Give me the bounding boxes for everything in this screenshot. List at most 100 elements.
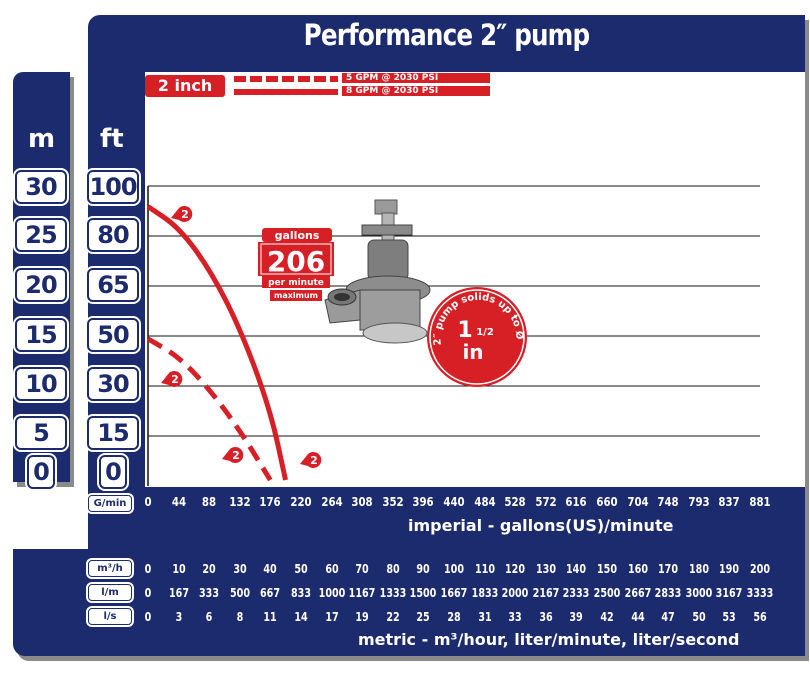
metric-cell: 20 <box>202 562 216 576</box>
metric-cell: 53 <box>722 610 737 624</box>
feet-unit-label: ft <box>100 124 124 154</box>
curve-marker-1: 2 <box>161 370 183 388</box>
metric-cell: 333 <box>199 586 220 600</box>
curve-marker-2: 2 <box>222 447 244 463</box>
x-tick-18: 793 <box>688 495 710 509</box>
metric-cell: 50 <box>294 562 308 576</box>
metric-cell: 1333 <box>379 586 407 600</box>
metric-cell: 160 <box>627 562 648 576</box>
gallons-badge-top: gallons <box>275 229 320 242</box>
metric-cell: 42 <box>600 610 614 624</box>
x-tick-9: 396 <box>412 495 435 509</box>
metric-cell: 0 <box>144 610 152 624</box>
feet-tick-3: 50 <box>87 318 139 352</box>
meter-tick-5: 5 <box>15 416 67 450</box>
metric-cell: 50 <box>692 610 706 624</box>
solids-badge-fraction: 1/2 <box>476 327 494 338</box>
metric-cell: 100 <box>443 562 465 576</box>
metric-cell: 11 <box>263 610 278 624</box>
legend-entry-dashed: 5 GPM @ 2030 PSI <box>342 73 490 83</box>
x-tick-15: 660 <box>596 495 618 509</box>
metric-cell: 167 <box>168 586 189 600</box>
metric-row-label-lm: l/m <box>88 584 132 601</box>
metric-cell: 1000 <box>318 586 345 600</box>
metric-cell: 0 <box>144 586 152 600</box>
curve-marker-label: 2 <box>171 373 179 386</box>
feet-tick-5: 15 <box>87 416 139 450</box>
metric-cell: 2500 <box>593 586 621 600</box>
metric-cell: 3167 <box>716 586 743 600</box>
x-tick-8: 352 <box>382 495 404 509</box>
x-tick-5: 220 <box>290 495 312 509</box>
metric-cell: 14 <box>294 610 308 624</box>
curve-marker-label: 2 <box>181 208 189 221</box>
metric-caption: metric - m³/hour, liter/minute, liter/se… <box>358 630 740 649</box>
meter-tick-4: 10 <box>15 367 67 401</box>
page-title: Performance 2″ pump <box>303 18 591 52</box>
metric-cell: 1500 <box>410 586 437 600</box>
x-tick-11: 484 <box>473 495 496 509</box>
solids-badge: 2″ pump solids up to Ø 1 1/2 in <box>427 287 527 387</box>
metric-cell: 2667 <box>624 586 651 600</box>
x-tick-14: 616 <box>565 495 588 509</box>
x-tick-10: 440 <box>443 495 465 509</box>
series-line-5gpm <box>146 336 273 482</box>
legend-entry-solid: 8 GPM @ 2030 PSI <box>342 86 490 96</box>
x-axis-unit-label: G/min <box>88 495 132 512</box>
metric-cell: 667 <box>260 586 281 600</box>
curve-marker-label: 2 <box>310 454 318 467</box>
metric-cell: 17 <box>324 610 339 624</box>
metric-cell: 2833 <box>654 586 682 600</box>
metric-cell: 110 <box>474 562 495 576</box>
meter-tick-6: 0 <box>27 455 55 489</box>
x-axis-caption: imperial - gallons(US)/minute <box>408 516 674 535</box>
metric-cell: 47 <box>661 610 675 624</box>
metric-cell: 0 <box>144 562 152 576</box>
meter-tick-0: 30 <box>15 170 67 204</box>
metric-cell: 190 <box>719 562 740 576</box>
x-tick-1: 44 <box>171 495 186 509</box>
feet-tick-0: 100 <box>87 170 139 204</box>
metric-cell: 2167 <box>532 586 560 600</box>
gallons-badge-note: maximum <box>274 291 318 300</box>
metric-cell: 1667 <box>440 586 468 600</box>
metric-cell: 36 <box>539 610 553 624</box>
metric-cell: 180 <box>688 562 709 576</box>
feet-tick-6: 0 <box>99 455 127 489</box>
metric-cell: 6 <box>205 610 213 624</box>
solids-badge-whole: 1 <box>457 318 472 343</box>
meters-unit-label: m <box>28 124 56 154</box>
metric-cell: 90 <box>416 562 431 576</box>
metric-cell: 8 <box>236 610 244 624</box>
x-tick-6: 264 <box>320 495 343 509</box>
metric-cell: 33 <box>508 610 522 624</box>
metric-cell: 31 <box>477 610 492 624</box>
metric-cell: 140 <box>566 562 587 576</box>
x-tick-16: 704 <box>626 495 649 509</box>
metric-cell: 19 <box>355 610 369 624</box>
feet-tick-4: 30 <box>87 367 139 401</box>
metric-cell: 120 <box>505 562 526 576</box>
x-tick-12: 528 <box>504 495 526 509</box>
metric-cell: 3 <box>175 610 182 624</box>
meter-tick-3: 15 <box>15 318 67 352</box>
metric-row-label-ls: l/s <box>88 608 132 625</box>
metric-cell: 70 <box>355 562 369 576</box>
metric-cell: 40 <box>263 562 278 576</box>
legend-swatches <box>234 76 338 95</box>
metric-row-ls: 0 3 6 8 11 14 17 19 22 25 28 31 33 36 39 42 44 47 50 53 56 <box>140 610 780 626</box>
gallons-badge-sub: per minute <box>268 278 324 288</box>
meter-tick-2: 20 <box>15 268 67 302</box>
metric-cell: 39 <box>569 610 584 624</box>
feet-tick-2: 65 <box>87 268 139 302</box>
x-tick-17: 748 <box>657 495 679 509</box>
x-tick-0: 0 <box>144 495 152 509</box>
metric-cell: 2000 <box>501 586 529 600</box>
metric-cell: 130 <box>535 562 556 576</box>
plot-area <box>145 72 805 487</box>
feet-tick-1: 80 <box>87 218 139 252</box>
metric-cell: 10 <box>171 562 186 576</box>
metric-cell: 2333 <box>563 586 590 600</box>
metric-cell: 833 <box>290 586 312 600</box>
metric-cell: 80 <box>386 562 400 576</box>
